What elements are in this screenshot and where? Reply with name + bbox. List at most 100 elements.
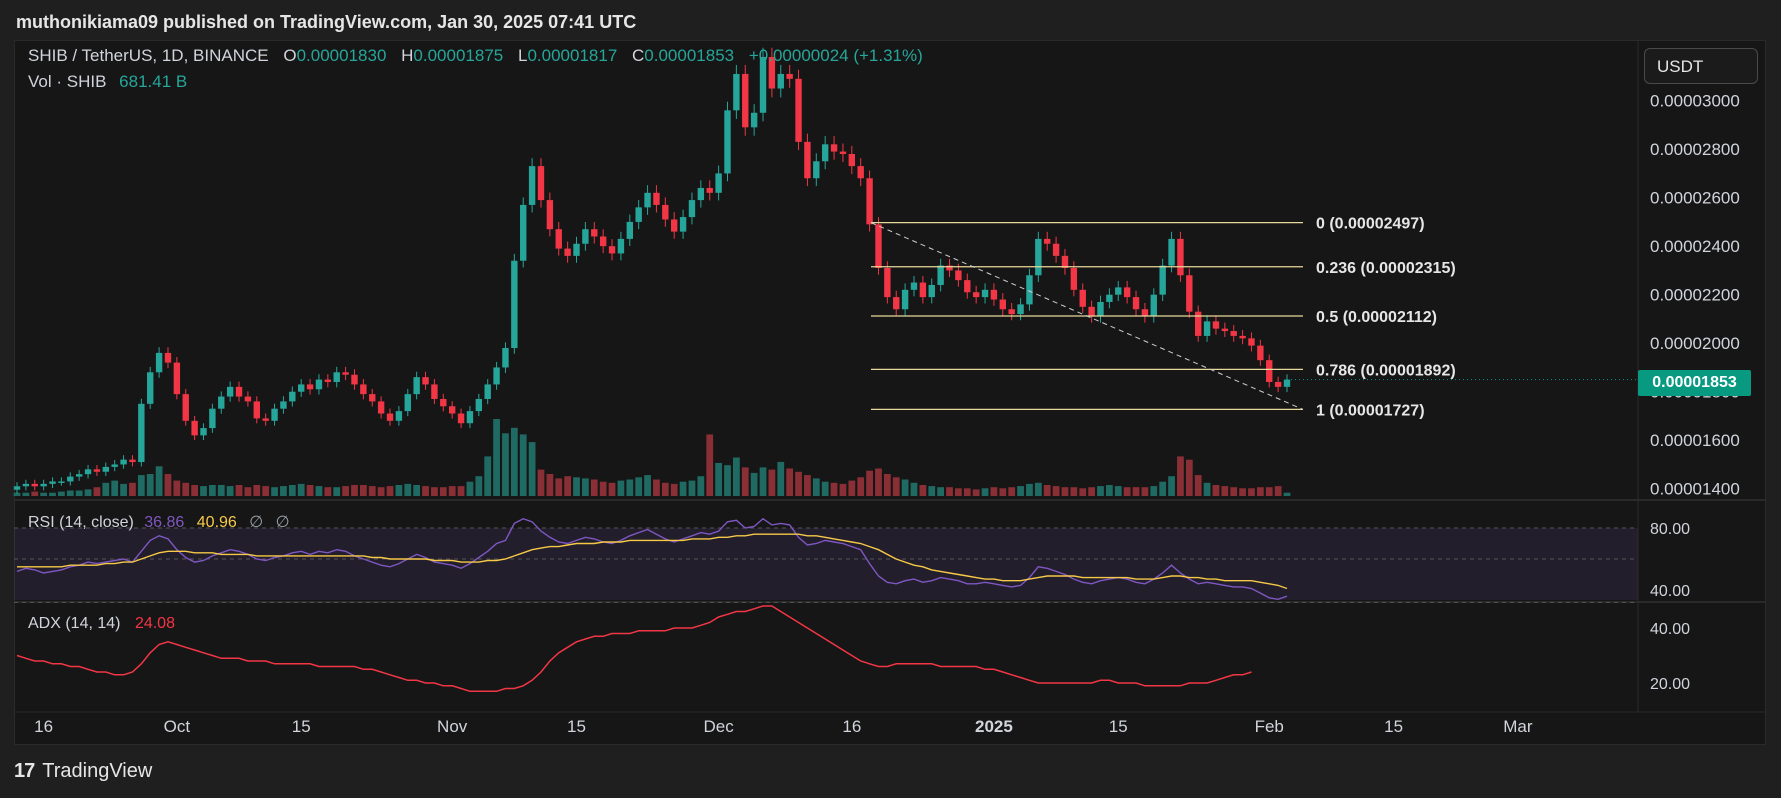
candle-body[interactable]	[520, 204, 527, 261]
candle-body[interactable]	[875, 224, 882, 268]
candle-body[interactable]	[893, 297, 900, 310]
candle-body[interactable]	[1079, 289, 1086, 307]
fib-trend-line[interactable]	[870, 222, 1304, 410]
candle-body[interactable]	[440, 398, 447, 407]
candle-body[interactable]	[226, 386, 234, 397]
candle-body[interactable]	[759, 56, 767, 113]
candle-body[interactable]	[360, 384, 367, 395]
candle-body[interactable]	[448, 406, 456, 414]
candle-body[interactable]	[386, 413, 394, 421]
candle-body[interactable]	[1052, 243, 1060, 256]
candle-body[interactable]	[324, 379, 332, 382]
candle-body[interactable]	[422, 377, 429, 385]
candle-body[interactable]	[377, 401, 385, 414]
candle-body[interactable]	[1123, 287, 1131, 298]
rsi-label[interactable]: RSI (14, close)	[28, 514, 134, 531]
candle-body[interactable]	[1088, 306, 1095, 317]
candle-body[interactable]	[209, 408, 216, 429]
candle-body[interactable]	[191, 420, 198, 436]
candle-body[interactable]	[395, 411, 403, 421]
candle-body[interactable]	[777, 73, 784, 89]
candle-body[interactable]	[40, 483, 47, 487]
candle-body[interactable]	[564, 248, 571, 256]
candle-body[interactable]	[955, 270, 962, 281]
candle-body[interactable]	[1212, 321, 1220, 329]
symbol-label[interactable]: SHIB / TetherUS, 1D, BINANCE	[28, 46, 269, 65]
candle-body[interactable]	[404, 394, 411, 412]
candle-body[interactable]	[537, 166, 545, 201]
candle-body[interactable]	[289, 391, 296, 402]
candle-body[interactable]	[67, 476, 74, 482]
candle-body[interactable]	[1061, 255, 1069, 268]
candle-body[interactable]	[697, 187, 705, 201]
candle-body[interactable]	[315, 379, 323, 390]
candle-body[interactable]	[297, 384, 305, 392]
candle-body[interactable]	[1141, 309, 1149, 317]
candle-body[interactable]	[795, 78, 802, 142]
candle-body[interactable]	[164, 352, 172, 363]
chart-canvas[interactable]: 0.00003000 0.00002800 0.00002600 0.00002400…	[0, 0, 1781, 745]
candle-body[interactable]	[58, 481, 65, 483]
candle-body[interactable]	[31, 483, 38, 487]
rsi-ma-line[interactable]	[17, 533, 1288, 590]
candle-body[interactable]	[129, 459, 136, 463]
candle-body[interactable]	[608, 246, 616, 254]
candle-body[interactable]	[884, 268, 891, 298]
candle-body[interactable]	[830, 144, 838, 152]
candle-body[interactable]	[591, 229, 598, 237]
candle-body[interactable]	[1044, 238, 1051, 244]
currency-selector-button[interactable]: USDT	[1644, 48, 1758, 84]
candle-body[interactable]	[671, 219, 678, 232]
candle-body[interactable]	[138, 403, 145, 463]
candle-body[interactable]	[493, 367, 500, 385]
candle-body[interactable]	[821, 144, 829, 162]
candle-body[interactable]	[981, 289, 989, 298]
candle-body[interactable]	[466, 411, 474, 424]
candle-body[interactable]	[937, 265, 944, 285]
candle-body[interactable]	[733, 73, 740, 111]
candle-body[interactable]	[1239, 335, 1246, 339]
candle-body[interactable]	[351, 374, 358, 385]
candle-body[interactable]	[644, 192, 651, 208]
candle-body[interactable]	[200, 428, 207, 436]
candle-body[interactable]	[49, 481, 56, 484]
candle-body[interactable]	[333, 372, 340, 382]
rsi-line[interactable]	[16, 517, 1288, 601]
candle-body[interactable]	[599, 236, 607, 247]
candle-body[interactable]	[84, 469, 92, 475]
candle-body[interactable]	[1274, 382, 1282, 387]
candle-body[interactable]	[1106, 294, 1113, 302]
candle-body[interactable]	[431, 384, 438, 399]
candle-body[interactable]	[457, 413, 465, 424]
candle-body[interactable]	[235, 386, 243, 397]
candle-body[interactable]	[511, 260, 518, 349]
candle-body[interactable]	[475, 398, 483, 412]
candle-body[interactable]	[413, 377, 420, 395]
candle-body[interactable]	[742, 73, 749, 128]
candle-body[interactable]	[964, 280, 971, 293]
candle-body[interactable]	[972, 292, 980, 298]
candle-body[interactable]	[1132, 297, 1140, 310]
candle-body[interactable]	[1230, 331, 1237, 336]
candle-body[interactable]	[93, 469, 101, 472]
candle-body[interactable]	[1203, 321, 1211, 336]
candle-body[interactable]	[946, 265, 953, 271]
candle-body[interactable]	[1194, 311, 1202, 336]
candle-body[interactable]	[999, 299, 1007, 310]
candle-body[interactable]	[1248, 338, 1255, 346]
candle-body[interactable]	[662, 204, 669, 220]
candle-body[interactable]	[857, 166, 864, 179]
candle-body[interactable]	[369, 394, 376, 402]
candle-body[interactable]	[173, 362, 181, 395]
candle-body[interactable]	[111, 464, 118, 467]
candle-body[interactable]	[635, 207, 642, 222]
candle-body[interactable]	[280, 401, 287, 409]
candle-body[interactable]	[1017, 304, 1024, 315]
candle-body[interactable]	[102, 466, 110, 472]
candle-body[interactable]	[582, 229, 589, 244]
candle-body[interactable]	[919, 282, 927, 298]
candle-body[interactable]	[1150, 294, 1157, 317]
adx-line[interactable]	[16, 605, 1252, 693]
candle-body[interactable]	[1257, 345, 1264, 361]
candle-body[interactable]	[1035, 238, 1042, 276]
